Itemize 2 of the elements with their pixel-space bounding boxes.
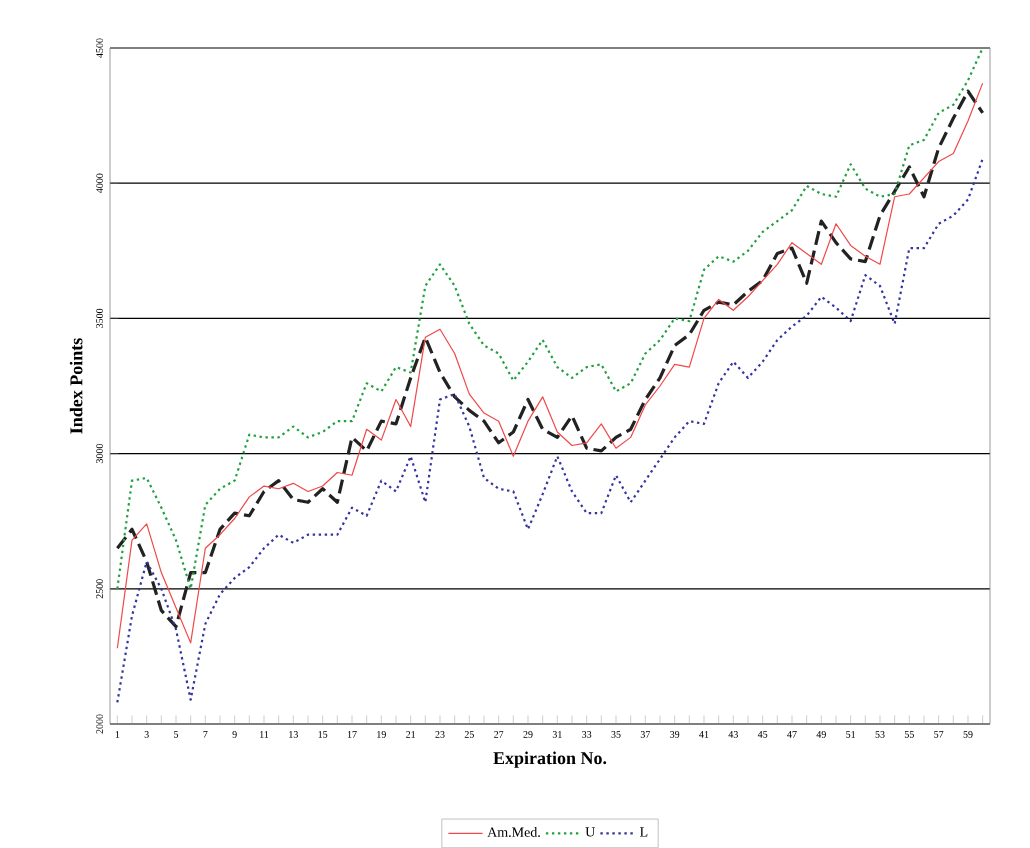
x-axis-title: Expiration No. <box>493 751 607 768</box>
y-axis-title: Index Points <box>69 338 83 434</box>
